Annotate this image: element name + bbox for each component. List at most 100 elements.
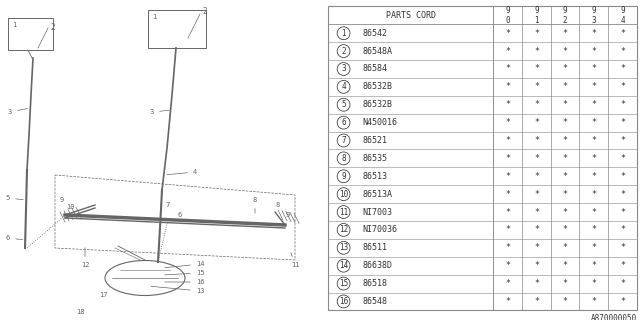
Bar	[148, 10, 206, 48]
Text: 2: 2	[341, 47, 346, 56]
Text: 9: 9	[60, 197, 64, 203]
Text: *: *	[591, 136, 596, 145]
Text: *: *	[591, 208, 596, 217]
Text: 2: 2	[202, 7, 207, 17]
Text: *: *	[534, 208, 539, 217]
Text: 13: 13	[339, 243, 348, 252]
Text: *: *	[505, 261, 510, 270]
Text: *: *	[591, 243, 596, 252]
Text: *: *	[534, 136, 539, 145]
Text: *: *	[505, 208, 510, 217]
Text: *: *	[534, 100, 539, 109]
Text: *: *	[563, 136, 568, 145]
Text: *: *	[505, 29, 510, 38]
Text: *: *	[620, 172, 625, 181]
Text: *: *	[505, 65, 510, 74]
Text: 86518: 86518	[363, 279, 388, 288]
Text: *: *	[591, 65, 596, 74]
Text: 10: 10	[339, 190, 348, 199]
Text: *: *	[620, 243, 625, 252]
Text: 4: 4	[167, 169, 197, 175]
Text: *: *	[505, 297, 510, 306]
Text: 9
3: 9 3	[591, 6, 596, 25]
Text: *: *	[505, 225, 510, 235]
Text: 86548A: 86548A	[363, 47, 393, 56]
Text: 8: 8	[253, 197, 257, 213]
Text: 12: 12	[81, 248, 89, 268]
Text: *: *	[563, 243, 568, 252]
Text: *: *	[591, 297, 596, 306]
Text: *: *	[563, 65, 568, 74]
Text: 17: 17	[99, 292, 108, 298]
Text: NI7003: NI7003	[363, 208, 393, 217]
Text: PARTS CORD: PARTS CORD	[385, 11, 436, 20]
Text: *: *	[563, 172, 568, 181]
Text: A870000050: A870000050	[591, 314, 637, 320]
Text: *: *	[620, 29, 625, 38]
Text: 6: 6	[341, 118, 346, 127]
Text: *: *	[591, 100, 596, 109]
Text: 8: 8	[276, 202, 280, 208]
Text: *: *	[563, 279, 568, 288]
Text: 13: 13	[151, 286, 204, 294]
Text: 1: 1	[341, 29, 346, 38]
Text: N450016: N450016	[363, 118, 397, 127]
Text: *: *	[505, 279, 510, 288]
Text: *: *	[620, 100, 625, 109]
Text: *: *	[563, 47, 568, 56]
Text: *: *	[534, 47, 539, 56]
Text: *: *	[534, 172, 539, 181]
Text: *: *	[505, 154, 510, 163]
Text: *: *	[591, 47, 596, 56]
Text: 86513: 86513	[363, 172, 388, 181]
Text: *: *	[534, 279, 539, 288]
Text: 15: 15	[339, 279, 348, 288]
Text: *: *	[620, 154, 625, 163]
Text: *: *	[534, 82, 539, 92]
Text: 7: 7	[166, 202, 170, 208]
Text: *: *	[505, 82, 510, 92]
Text: 86513A: 86513A	[363, 190, 393, 199]
Text: *: *	[505, 47, 510, 56]
Text: 9
4: 9 4	[620, 6, 625, 25]
Text: *: *	[591, 225, 596, 235]
Text: 5: 5	[6, 195, 23, 201]
Text: *: *	[534, 65, 539, 74]
Text: 86511: 86511	[363, 243, 388, 252]
Text: *: *	[620, 118, 625, 127]
Text: *: *	[563, 29, 568, 38]
Text: 2: 2	[50, 22, 54, 31]
Text: *: *	[505, 118, 510, 127]
Text: *: *	[505, 172, 510, 181]
Text: 5: 5	[341, 100, 346, 109]
Text: *: *	[591, 82, 596, 92]
Text: 86542: 86542	[363, 29, 388, 38]
Text: *: *	[534, 261, 539, 270]
Text: *: *	[591, 172, 596, 181]
Text: 16: 16	[164, 279, 204, 285]
Text: 10: 10	[66, 204, 74, 210]
Text: *: *	[534, 29, 539, 38]
Text: 1: 1	[152, 14, 156, 20]
Text: *: *	[534, 243, 539, 252]
Text: 14: 14	[164, 261, 204, 268]
Text: 86584: 86584	[363, 65, 388, 74]
Text: *: *	[534, 154, 539, 163]
Text: *: *	[563, 154, 568, 163]
Text: 18: 18	[76, 309, 84, 315]
Text: 86532B: 86532B	[363, 82, 393, 92]
Text: 4: 4	[341, 82, 346, 92]
Text: 86535: 86535	[363, 154, 388, 163]
Text: 11: 11	[339, 208, 348, 217]
Text: 15: 15	[164, 270, 204, 276]
Text: *: *	[591, 118, 596, 127]
Text: 9
1: 9 1	[534, 6, 539, 25]
Text: 6: 6	[6, 235, 23, 241]
Text: *: *	[563, 208, 568, 217]
Text: *: *	[591, 279, 596, 288]
Text: 86532B: 86532B	[363, 100, 393, 109]
Text: *: *	[563, 261, 568, 270]
Text: *: *	[591, 190, 596, 199]
Text: 16: 16	[339, 297, 348, 306]
Text: *: *	[563, 190, 568, 199]
